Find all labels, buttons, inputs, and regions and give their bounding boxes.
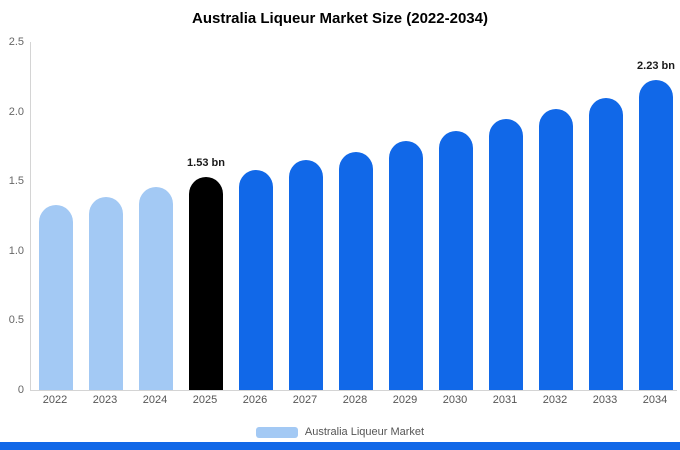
x-tick-2025: 2025 bbox=[192, 394, 218, 406]
y-tick-2.0: 2.0 bbox=[8, 105, 24, 118]
bar-2031 bbox=[489, 119, 523, 390]
value-label-2034: 2.23 bn bbox=[637, 60, 675, 72]
x-tick-2032: 2032 bbox=[542, 394, 568, 406]
x-tick-2033: 2033 bbox=[592, 394, 618, 406]
y-tick-0.5: 0.5 bbox=[8, 314, 24, 327]
x-tick-2029: 2029 bbox=[392, 394, 418, 406]
bottom-accent-strip bbox=[0, 442, 680, 450]
x-tick-2022: 2022 bbox=[42, 394, 68, 406]
y-axis: 0 0.5 1.0 1.5 2.0 2.5 bbox=[0, 36, 26, 396]
x-tick-2024: 2024 bbox=[142, 394, 168, 406]
bar-2029 bbox=[389, 141, 423, 390]
bar-2026 bbox=[239, 170, 273, 390]
bar-2032 bbox=[539, 109, 573, 390]
chart-title: Australia Liqueur Market Size (2022-2034… bbox=[192, 10, 488, 27]
bar-2023 bbox=[89, 197, 123, 390]
bar-2028 bbox=[339, 152, 373, 390]
x-tick-2027: 2027 bbox=[292, 394, 318, 406]
y-tick-1.0: 1.0 bbox=[8, 244, 24, 257]
y-tick-2.5: 2.5 bbox=[8, 36, 24, 48]
x-tick-2028: 2028 bbox=[342, 394, 368, 406]
x-axis: 2022 2023 2024 2025 2026 2027 2028 2029 2030 2031… bbox=[30, 394, 676, 410]
value-label-2025: 1.53 bn bbox=[187, 157, 225, 169]
bar-2027 bbox=[289, 160, 323, 390]
bar-2025 bbox=[189, 177, 223, 390]
x-tick-2030: 2030 bbox=[442, 394, 468, 406]
legend-label: Australia Liqueur Market bbox=[304, 426, 425, 438]
plot-area: 1.53 bn 2.23 bn bbox=[30, 42, 677, 391]
x-tick-2023: 2023 bbox=[92, 394, 118, 406]
bar-2022 bbox=[39, 205, 73, 390]
bar-2033 bbox=[589, 98, 623, 390]
y-tick-1.5: 1.5 bbox=[8, 175, 24, 188]
x-tick-2026: 2026 bbox=[242, 394, 268, 406]
bar-2030 bbox=[439, 131, 473, 390]
bar-2024 bbox=[139, 187, 173, 390]
bar-2034 bbox=[639, 80, 673, 390]
legend: Australia Liqueur Market bbox=[0, 424, 680, 440]
y-tick-0: 0 bbox=[17, 384, 24, 396]
x-tick-2034: 2034 bbox=[642, 394, 668, 406]
legend-swatch bbox=[255, 426, 298, 438]
x-tick-2031: 2031 bbox=[492, 394, 518, 406]
